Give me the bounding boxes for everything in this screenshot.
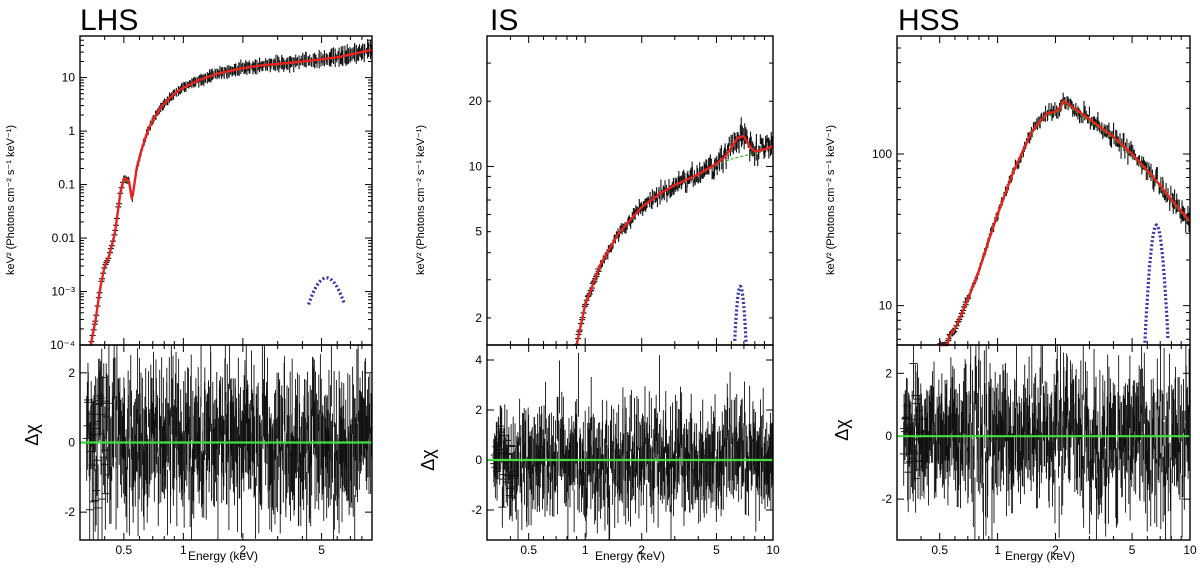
- model-line-is: [575, 134, 774, 346]
- gaussian-line-lhs: [307, 276, 346, 306]
- frame-bottom-hss: [896, 344, 1191, 541]
- ylabel-lhs: keV² (Photons cm⁻² s⁻¹ keV⁻¹): [5, 125, 17, 275]
- data-points-hss: [937, 92, 1191, 346]
- tick-labels-is: 0.5 1 2 5 10 2 5 10 20 -2 0 2 4: [469, 94, 780, 557]
- x-tick-label: 2: [1052, 543, 1059, 557]
- y-tick-label: 100: [872, 147, 892, 161]
- xlabel-hss: Energy (keV): [1005, 549, 1075, 563]
- ylabel-hss: keV² (Photons cm⁻² s⁻¹ keV⁻¹): [825, 125, 837, 275]
- res-tick-label: -2: [64, 505, 75, 519]
- x-tick-label: 1: [994, 543, 1001, 557]
- y-tick-label: 10⁻⁴: [50, 338, 75, 352]
- panel-hss: HSS keV² (Photons cm⁻² s⁻¹ keV⁻¹) Δχ Ene…: [825, 4, 1197, 563]
- residual-label-hss: Δχ: [832, 419, 852, 441]
- res-tick-label: 0: [885, 429, 892, 443]
- y-tick-label: 5: [475, 225, 482, 239]
- x-tick-label: 5: [318, 543, 325, 557]
- res-tick-label: 2: [475, 403, 482, 417]
- x-tick-label: 10: [1183, 543, 1197, 557]
- res-tick-label: 2: [68, 366, 75, 380]
- panel-title-is: IS: [490, 4, 518, 37]
- continuum-line-hss: [939, 102, 1191, 346]
- y-tick-label: 10: [879, 299, 893, 313]
- frame-top-is: [486, 35, 774, 346]
- y-tick-label: 10: [62, 71, 76, 85]
- panel-title-hss: HSS: [898, 4, 960, 37]
- model-line-hss: [939, 99, 1191, 347]
- x-tick-label: 5: [713, 543, 720, 557]
- model-line-lhs: [89, 48, 373, 346]
- xlabel-is: Energy (keV): [595, 549, 665, 563]
- residual-points-is: [489, 352, 773, 540]
- panel-title-lhs: LHS: [80, 4, 138, 37]
- gaussian-line-hss: [1143, 223, 1170, 343]
- y-tick-label: 10⁻³: [51, 285, 75, 299]
- residual-points-lhs: [82, 345, 373, 540]
- x-tick-label: 0.5: [520, 543, 537, 557]
- res-tick-label: -2: [881, 492, 892, 506]
- residual-points-hss: [899, 345, 1191, 540]
- panel-lhs: LHS keV² (Photons cm⁻² s⁻¹ keV⁻¹) Δχ Ene…: [5, 4, 373, 563]
- res-tick-label: 0: [475, 453, 482, 467]
- panel-is: IS keV² (Photons cm⁻² s⁻¹ keV⁻¹) Δχ Ener…: [415, 4, 780, 563]
- y-tick-label: 20: [469, 94, 483, 108]
- y-tick-label: 2: [475, 311, 482, 325]
- frame-top-hss: [896, 35, 1191, 346]
- residual-label-is: Δχ: [418, 449, 438, 471]
- x-tick-label: 2: [240, 543, 247, 557]
- res-tick-label: 2: [885, 366, 892, 380]
- x-tick-label: 0.5: [931, 543, 948, 557]
- frame-top-lhs: [79, 35, 373, 346]
- gaussian-line-is: [733, 284, 748, 345]
- xlabel-lhs: Energy (keV): [188, 549, 258, 563]
- y-tick-label: 10: [469, 159, 483, 173]
- y-tick-label: 0.01: [52, 231, 76, 245]
- res-tick-label: -2: [471, 503, 482, 517]
- data-points-is: [573, 117, 773, 345]
- x-tick-label: 0.5: [116, 543, 133, 557]
- frame-bottom-lhs: [79, 344, 373, 541]
- x-tick-label: 10: [766, 543, 780, 557]
- x-tick-label: 1: [180, 543, 187, 557]
- y-tick-label: 0.1: [58, 178, 75, 192]
- x-tick-label: 1: [582, 543, 589, 557]
- res-tick-label: 4: [475, 353, 482, 367]
- ylabel-is: keV² (Photons cm⁻² s⁻¹ keV⁻¹): [415, 125, 427, 275]
- res-tick-label: 0: [68, 436, 75, 450]
- y-tick-label: 1: [68, 124, 75, 138]
- residual-label-lhs: Δχ: [22, 424, 42, 446]
- tick-labels-hss: 0.5 1 2 5 10 10 100 -2 0 2: [872, 147, 1197, 557]
- tick-labels-lhs: 0.5 1 2 5 10⁻⁴ 10⁻³ 0.01 0.1 1 10 -2 0 2: [50, 71, 325, 557]
- frame-bottom-is: [486, 344, 774, 541]
- x-tick-label: 5: [1129, 543, 1136, 557]
- x-tick-label: 2: [638, 543, 645, 557]
